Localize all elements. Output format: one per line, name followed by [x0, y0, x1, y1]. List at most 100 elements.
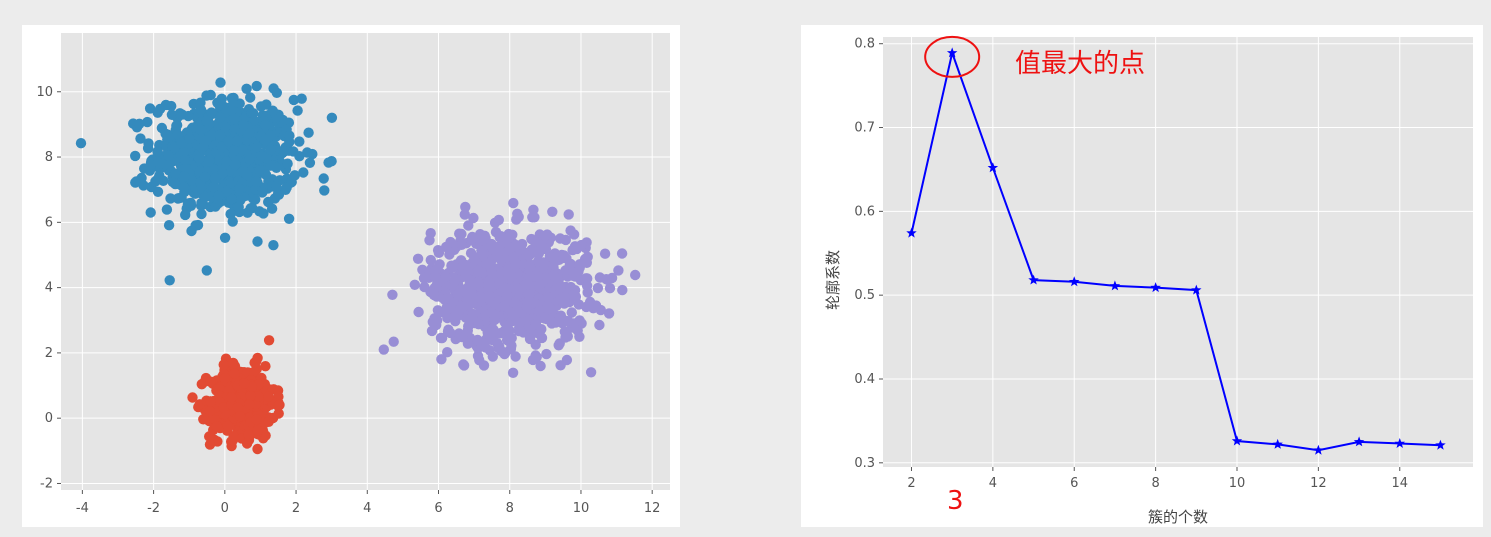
scatter-point [585, 367, 597, 378]
scatter-point [505, 332, 516, 343]
scatter-point [507, 367, 519, 378]
scatter-point [539, 230, 551, 242]
y-tick-label: 0.3 [854, 456, 875, 471]
scatter-point [163, 132, 174, 143]
scatter-point [460, 201, 471, 213]
scatter-point [266, 203, 278, 214]
scatter-point [566, 307, 577, 318]
scatter-point [248, 108, 259, 119]
x-tick-label: -2 [147, 501, 160, 516]
scatter-point [458, 301, 469, 312]
scatter-point [449, 275, 460, 286]
scatter-point [603, 308, 615, 319]
scatter-point [495, 254, 507, 266]
scatter-point [541, 348, 552, 360]
scatter-point [288, 94, 299, 106]
scatter-point [425, 228, 436, 239]
scatter-point [436, 306, 447, 318]
scatter-point [613, 265, 624, 276]
y-tick-label: 0.4 [854, 372, 875, 387]
scatter-point [467, 233, 478, 244]
scatter-point [206, 107, 217, 118]
scatter-point [165, 193, 176, 204]
star-marker [1272, 438, 1283, 449]
scatter-point [480, 258, 492, 269]
scatter-point [228, 357, 239, 369]
scatter-point [143, 138, 154, 149]
scatter-point [567, 267, 579, 278]
scatter-point [430, 272, 441, 283]
scatter-point [489, 217, 501, 228]
scatter-point [463, 274, 475, 285]
scatter-point [249, 366, 260, 377]
scatter-point [227, 216, 238, 227]
scatter-point [307, 148, 318, 160]
scatter-point [539, 313, 551, 324]
scatter-point [161, 204, 173, 215]
scatter-point [214, 112, 226, 123]
scatter-point [388, 336, 399, 347]
scatter-point [630, 269, 641, 281]
scatter-point [558, 252, 569, 264]
scatter-point [442, 293, 453, 304]
scatter-point [535, 360, 546, 372]
scatter-point [457, 332, 468, 343]
scatter-point [445, 236, 456, 248]
x-tick-label: 6 [434, 501, 442, 516]
scatter-point [232, 135, 243, 147]
scatter-point [184, 133, 195, 144]
scatter-point [164, 275, 175, 286]
x-tick-label: 2 [292, 501, 300, 516]
scatter-point [245, 92, 256, 103]
scatter-point [216, 93, 227, 105]
scatter-point [494, 232, 505, 243]
scatter-point [200, 135, 212, 146]
scatter-point [252, 352, 263, 364]
scatter-point [158, 175, 169, 186]
silhouette-chart-panel: 2 4 6 8 10 12 14 0.3 0.4 0.5 0.6 0.7 0.8 簇的个数 轮廓系数 值… [801, 25, 1483, 527]
scatter-point [303, 127, 314, 138]
scatter-point [479, 230, 490, 241]
scatter-point [318, 173, 329, 184]
line-plot-area [883, 37, 1473, 467]
scatter-point [252, 236, 263, 247]
scatter-point [171, 120, 182, 131]
star-marker [987, 162, 999, 173]
scatter-point [204, 439, 216, 450]
scatter-point [282, 158, 293, 169]
scatter-point [531, 351, 542, 363]
scatter-cluster-0 [75, 77, 338, 286]
scatter-point [284, 130, 295, 141]
scatter-point [488, 324, 499, 336]
scatter-point [216, 141, 227, 153]
scatter-point [252, 425, 263, 436]
scatter-point [254, 165, 265, 176]
scatter-point [273, 408, 284, 419]
x-tick-label: 4 [363, 501, 371, 516]
x-tick-label: 2 [907, 476, 915, 491]
scatter-point [211, 421, 223, 432]
scatter-point [445, 327, 456, 339]
scatter-point [502, 233, 514, 244]
scatter-point [425, 254, 436, 266]
scatter-point [508, 197, 519, 209]
scatter-point [246, 381, 258, 392]
scatter-point [180, 209, 191, 221]
scatter-point [452, 289, 463, 300]
scatter-point [543, 292, 554, 303]
scatter-point [180, 154, 191, 166]
scatter-point [226, 93, 238, 104]
scatter-point [466, 286, 477, 297]
scatter-point [219, 373, 230, 384]
scatter-point [484, 290, 495, 302]
scatter-point [219, 232, 231, 243]
scatter-point [524, 261, 536, 273]
silhouette-series-line [910, 49, 1441, 452]
scatter-point [243, 429, 254, 440]
scatter-point [201, 115, 212, 126]
scatter-point [506, 271, 518, 282]
scatter-point [144, 103, 156, 114]
scatter-point [173, 193, 185, 204]
scatter-point [221, 156, 232, 167]
scatter-point [229, 368, 240, 379]
